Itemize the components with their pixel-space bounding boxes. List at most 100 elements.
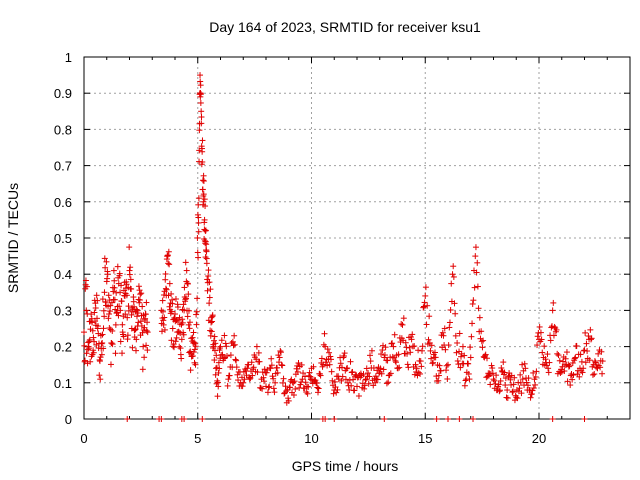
data-point [254,369,261,376]
data-point [92,304,99,311]
data-point [502,375,509,382]
data-point [143,299,150,306]
data-point [271,389,278,396]
data-point [233,357,240,364]
data-point [190,329,197,336]
data-point [202,227,209,234]
data-point [459,343,466,350]
data-point [441,325,448,332]
data-point [118,298,125,305]
data-point [294,362,301,369]
data-point [529,387,536,394]
data-point [392,357,399,364]
data-point [208,328,215,335]
data-point [582,359,589,366]
data-point [123,292,130,299]
data-point [101,255,108,262]
data-point [97,376,104,383]
data-point [200,172,207,179]
data-point [530,369,537,376]
data-point [122,311,129,318]
data-point [133,347,139,354]
data-point [509,389,516,396]
data-point [554,350,561,357]
data-point [380,366,387,373]
data-point [143,342,150,349]
data-point [166,261,173,268]
data-point [131,327,138,334]
data-point [334,386,341,393]
data-point [393,359,399,366]
data-point [172,338,179,345]
data-point [422,284,429,291]
data-point [523,379,530,386]
data-point [89,327,96,334]
data-point [104,271,111,278]
data-point [211,333,218,340]
data-point [279,362,286,369]
data-point [193,321,200,328]
data-point [81,342,88,349]
data-point [235,377,242,384]
zero-point [445,416,451,422]
data-point [315,385,322,392]
data-point [279,379,286,386]
data-point [453,349,460,356]
data-point [89,319,96,326]
data-point [270,375,277,382]
data-point [211,337,217,344]
data-point [233,364,240,371]
data-point [126,244,133,251]
data-point [90,334,97,341]
data-point [468,333,475,340]
data-point [139,303,146,310]
data-point [195,195,202,202]
data-point [106,311,113,318]
zero-point [433,416,440,422]
data-point [339,364,346,371]
data-point [245,361,252,368]
data-point [436,362,443,369]
data-point [274,364,281,371]
data-point [190,349,197,356]
data-point [597,364,604,371]
data-point [467,344,474,351]
data-point [107,361,114,368]
data-point [377,365,384,372]
data-point [510,381,517,388]
zero-point [470,416,477,422]
data-points [81,72,606,422]
data-point [291,378,298,385]
data-point [193,311,200,318]
data-point [114,263,121,270]
data-point [192,340,199,347]
data-point [176,343,183,350]
data-point [378,370,385,377]
data-point [475,305,482,312]
data-point [278,361,285,368]
data-point [348,382,355,389]
data-point [285,395,292,402]
data-point [137,291,144,298]
data-point [322,359,329,366]
data-point [178,355,185,362]
data-point [267,365,274,372]
data-point [589,371,596,378]
data-point [472,244,479,251]
data-point [588,335,595,342]
data-point [326,349,333,356]
data-point [510,388,516,395]
data-point [216,365,223,372]
data-point [451,300,458,307]
data-point [478,338,485,345]
data-point [162,276,169,283]
data-point [111,284,118,291]
data-point [408,336,415,343]
data-point [206,300,213,307]
data-point [511,374,518,381]
y-tick-label: 0.2 [54,340,72,355]
data-point [598,348,605,355]
data-point [391,354,398,361]
data-point [299,376,306,383]
data-point [283,388,290,395]
